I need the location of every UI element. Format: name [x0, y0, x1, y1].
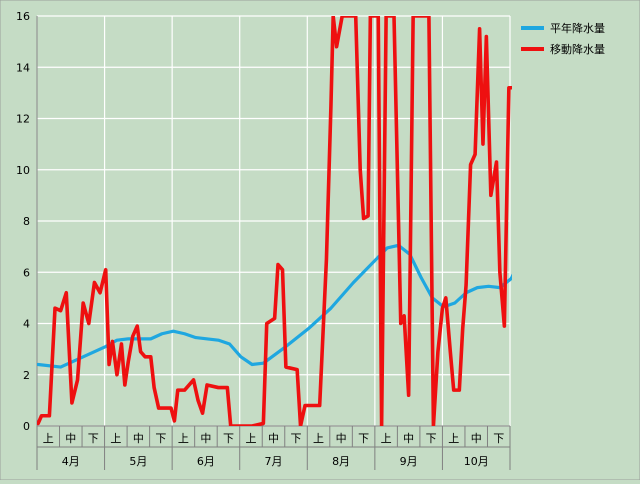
x-sub-label: 上 — [110, 432, 121, 445]
y-tick-label: 10 — [16, 164, 30, 177]
x-sub-label: 下 — [426, 432, 437, 445]
x-sub-label: 中 — [336, 432, 347, 445]
x-sub-label: 下 — [223, 432, 234, 445]
x-sub-label: 上 — [381, 432, 392, 445]
y-tick-label: 16 — [16, 10, 30, 23]
y-tick-label: 2 — [23, 369, 30, 382]
legend-label-1: 平年降水量 — [550, 21, 605, 35]
y-tick-label: 8 — [23, 215, 30, 228]
series-line-2 — [37, 16, 512, 426]
x-sub-label: 下 — [493, 432, 504, 445]
x-sub-label: 下 — [358, 432, 369, 445]
x-sub-label: 下 — [88, 432, 99, 445]
x-sub-label: 上 — [245, 432, 256, 445]
x-sub-label: 上 — [43, 432, 54, 445]
x-month-label: 6月 — [197, 455, 215, 468]
x-month-label: 9月 — [400, 455, 418, 468]
x-sub-label: 中 — [268, 432, 279, 445]
x-sub-label: 下 — [155, 432, 166, 445]
x-month-label: 4月 — [62, 455, 80, 468]
y-tick-label: 4 — [23, 318, 30, 331]
series-lines — [37, 16, 512, 426]
x-sub-label: 中 — [200, 432, 211, 445]
x-sub-label: 上 — [178, 432, 189, 445]
y-axis: 0 2 4 6 8 10 12 14 16 — [16, 10, 38, 433]
y-tick-label: 12 — [16, 113, 30, 126]
x-sub-label: 上 — [313, 432, 324, 445]
y-tick-label: 0 — [23, 420, 30, 433]
y-tick-label: 14 — [16, 61, 30, 74]
x-month-label: 7月 — [265, 455, 283, 468]
x-sub-label: 中 — [65, 432, 76, 445]
x-sub-label: 中 — [403, 432, 414, 445]
x-sub-label: 上 — [448, 432, 459, 445]
x-month-label: 10月 — [464, 455, 489, 468]
y-tick-label: 6 — [23, 266, 30, 279]
x-axis: 上中下上中下上中下上中下上中下上中下上中下4月 5月 6月 7月 8月 9月 10月 — [36, 425, 511, 470]
x-sub-label: 中 — [133, 432, 144, 445]
x-sub-label: 中 — [471, 432, 482, 445]
series-line-1 — [37, 243, 512, 369]
legend-label-2: 移動降水量 — [550, 42, 605, 56]
x-month-label: 5月 — [129, 455, 147, 468]
x-month-label: 8月 — [332, 455, 350, 468]
x-sub-label: 下 — [291, 432, 302, 445]
